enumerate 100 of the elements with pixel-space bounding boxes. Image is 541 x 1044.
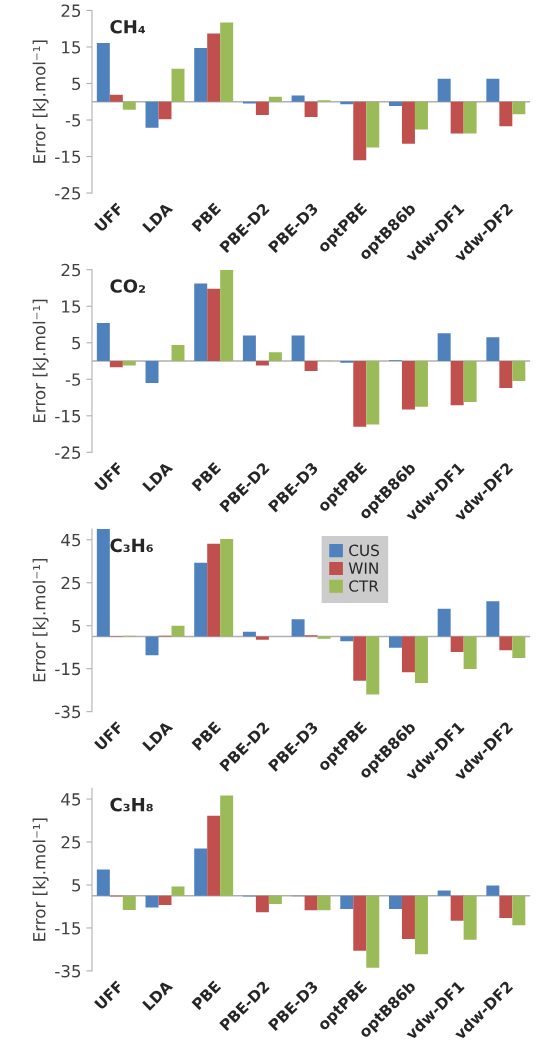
bar: [463, 636, 477, 670]
bar: [291, 335, 305, 362]
y-tick-label: -35: [55, 705, 81, 719]
legend-label: CUS: [349, 544, 379, 557]
bar: [353, 361, 367, 427]
bar: [255, 361, 269, 366]
y-tick-label: 5: [72, 77, 81, 91]
y-tick-label: -5: [65, 114, 81, 127]
bar: [401, 895, 415, 939]
y-tick-label: 5: [72, 879, 81, 892]
bar: [304, 101, 318, 118]
bar: [145, 101, 159, 128]
bar: [242, 335, 256, 362]
y-tick-label: 15: [62, 300, 81, 313]
y-tick-label: -15: [55, 922, 81, 935]
bar: [512, 101, 526, 115]
y-tick-label: -15: [55, 409, 81, 423]
bar: [96, 323, 110, 362]
bar: [512, 361, 526, 382]
bar: [512, 636, 526, 658]
bar: [268, 96, 282, 102]
bar: [414, 101, 428, 130]
y-tick-label: 25: [61, 576, 81, 590]
legend-label: WIN: [348, 562, 378, 574]
bar: [255, 636, 269, 640]
bar: [171, 625, 185, 637]
bar: [486, 337, 500, 362]
y-tick-label: 5: [72, 336, 81, 350]
bar: [388, 636, 402, 648]
bar: [317, 895, 331, 911]
bar: [366, 895, 380, 968]
bar: [366, 101, 380, 148]
bar: [96, 869, 110, 896]
bar: [220, 539, 234, 637]
bar: [340, 636, 354, 642]
y-axis-title: Error [kJ.mol⁻¹]: [32, 299, 49, 423]
bar: [122, 361, 136, 366]
bar: [486, 78, 500, 102]
bar: [317, 636, 331, 639]
bar: [268, 352, 282, 362]
y-tick-label: 45: [61, 793, 81, 806]
bar: [96, 42, 110, 102]
bar: [401, 636, 415, 673]
bar: [499, 895, 513, 919]
bar: [388, 101, 402, 107]
bar: [145, 636, 159, 656]
y-tick-label: 25: [61, 263, 81, 277]
bar: [304, 361, 318, 371]
chart-title: CH₄: [110, 19, 146, 34]
bar: [353, 636, 367, 681]
chart-title: C₃H₈: [110, 797, 153, 812]
bar: [145, 895, 159, 908]
bar: [437, 608, 451, 637]
bar: [96, 529, 110, 637]
y-tick-label: 15: [62, 41, 81, 54]
bar: [414, 636, 428, 684]
bar: [291, 619, 305, 637]
bar: [220, 269, 234, 362]
y-tick-label: -15: [55, 662, 81, 676]
bar: [512, 895, 526, 926]
chart-title: CO₂: [110, 279, 145, 293]
y-tick-label: -5: [65, 373, 81, 386]
y-axis-title: Error [kJ.mol⁻¹]: [32, 559, 49, 682]
bar: [437, 333, 451, 362]
bar: [486, 601, 500, 637]
bar: [414, 895, 428, 955]
bar: [353, 101, 367, 161]
bar: [220, 795, 234, 896]
bar: [401, 361, 415, 410]
bar: [437, 78, 451, 102]
bar: [207, 815, 221, 896]
bar: [486, 885, 500, 896]
bar: [450, 636, 464, 653]
bar: [414, 361, 428, 407]
bar: [158, 895, 172, 905]
bar: [171, 68, 185, 102]
bar: [366, 361, 380, 425]
bar: [194, 848, 208, 896]
bar: [304, 895, 318, 911]
bar: [171, 344, 185, 362]
bar: [463, 101, 477, 134]
y-tick-label: -35: [55, 964, 81, 978]
bar: [122, 895, 136, 911]
bar: [145, 361, 159, 383]
y-tick-label: 45: [61, 533, 81, 547]
y-tick-label: -25: [55, 446, 81, 459]
bar: [255, 895, 269, 913]
y-tick-label: 5: [72, 619, 81, 633]
bar: [207, 543, 221, 637]
bar: [499, 361, 513, 389]
bar: [194, 48, 208, 102]
bar: [268, 895, 282, 904]
bar: [401, 101, 415, 144]
bar: [255, 101, 269, 115]
bar: [366, 636, 380, 695]
bar: [207, 288, 221, 362]
bar: [194, 283, 208, 362]
y-tick-label: -25: [55, 187, 81, 200]
y-axis-title: Error [kJ.mol⁻¹]: [32, 818, 49, 941]
legend-label: CTR: [349, 580, 379, 592]
